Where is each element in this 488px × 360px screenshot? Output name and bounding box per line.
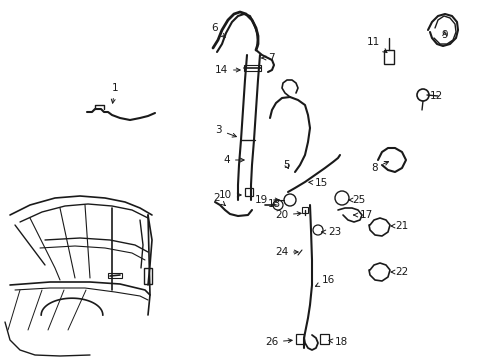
Text: 20: 20 xyxy=(274,210,301,220)
Text: 2: 2 xyxy=(213,193,225,206)
Text: 9: 9 xyxy=(441,30,447,40)
Text: 7: 7 xyxy=(262,53,274,63)
Text: 15: 15 xyxy=(308,178,327,188)
Text: 23: 23 xyxy=(321,227,341,237)
Text: 6: 6 xyxy=(211,23,224,37)
Text: 19: 19 xyxy=(254,195,279,205)
Text: 10: 10 xyxy=(219,190,241,200)
Text: 11: 11 xyxy=(366,37,386,53)
Text: 3: 3 xyxy=(215,125,236,137)
Text: 21: 21 xyxy=(390,221,407,231)
Text: 17: 17 xyxy=(353,210,372,220)
Bar xyxy=(383,50,393,64)
Text: 24: 24 xyxy=(274,247,298,257)
Bar xyxy=(295,334,304,344)
Text: 1: 1 xyxy=(111,83,118,103)
Text: 25: 25 xyxy=(348,195,365,205)
Bar xyxy=(108,273,122,278)
Bar xyxy=(319,334,328,344)
Text: 26: 26 xyxy=(264,337,291,347)
Text: 8: 8 xyxy=(370,162,387,173)
Text: 4: 4 xyxy=(223,155,244,165)
Bar xyxy=(302,207,307,213)
Text: 13: 13 xyxy=(267,199,281,209)
Text: 5: 5 xyxy=(283,160,289,170)
Text: 12: 12 xyxy=(429,91,442,101)
Bar xyxy=(244,188,252,196)
Text: 22: 22 xyxy=(390,267,407,277)
Text: 14: 14 xyxy=(214,65,240,75)
Text: 16: 16 xyxy=(315,275,335,287)
Bar xyxy=(244,65,261,71)
Bar xyxy=(143,268,152,284)
Text: 18: 18 xyxy=(328,337,347,347)
